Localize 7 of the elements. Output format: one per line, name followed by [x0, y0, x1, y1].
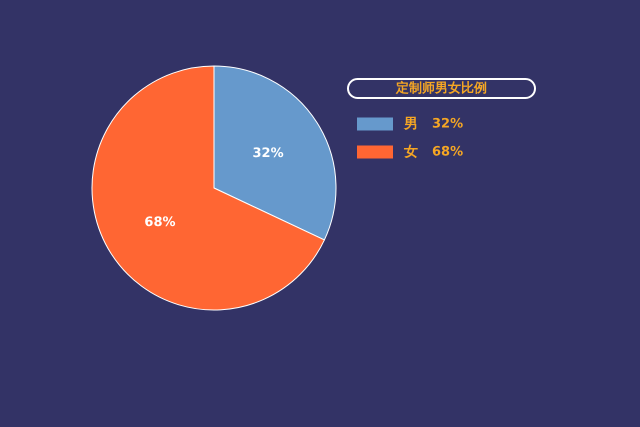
data-label: 68%	[144, 214, 176, 230]
text: 68%	[432, 144, 464, 160]
text: 定制师男女比例	[395, 80, 487, 96]
legend-label: 女	[403, 144, 418, 160]
data-label: 32%	[252, 146, 284, 162]
legend-label: 男	[403, 116, 418, 132]
text: 32%	[432, 116, 464, 132]
